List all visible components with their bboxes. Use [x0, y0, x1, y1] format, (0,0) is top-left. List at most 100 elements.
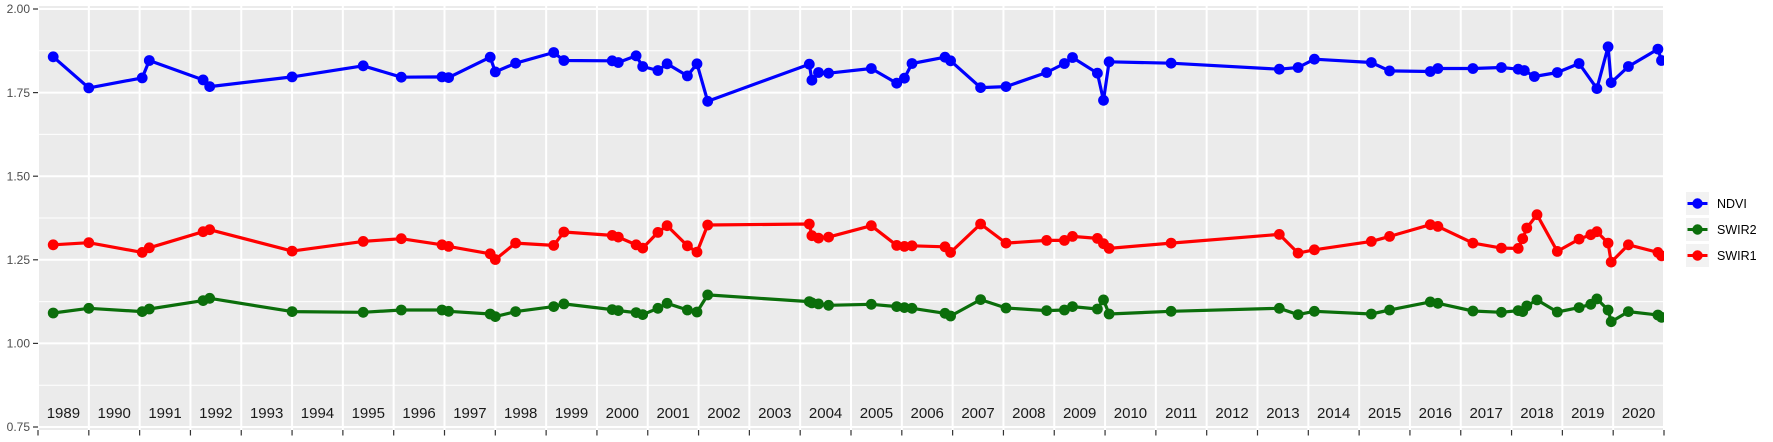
series-ndvi-point: [865, 63, 877, 74]
series-ndvi-point: [1273, 63, 1285, 75]
series-swir2-point: [1623, 306, 1634, 317]
series-ndvi-point: [1041, 67, 1052, 78]
series-swir1-point: [661, 220, 673, 232]
series-ndvi: [47, 41, 1664, 107]
series-ndvi-point: [558, 55, 570, 66]
series-swir1-point: [1059, 235, 1070, 246]
series-swir2-point: [1165, 305, 1177, 317]
series-swir1-point: [1512, 243, 1524, 254]
x-year-label-1994: 1994: [301, 405, 334, 422]
x-year-label-2017: 2017: [1469, 405, 1502, 422]
x-year-label-2004: 2004: [809, 405, 842, 422]
series-swir2-point: [1496, 306, 1507, 318]
series-swir2-point: [975, 294, 986, 305]
series-swir1-point: [813, 232, 824, 244]
series-swir2-point: [612, 305, 624, 316]
series-swir1-point: [286, 245, 298, 257]
series-ndvi-point: [1092, 67, 1103, 79]
legend-key-ndvi: [1686, 192, 1709, 215]
series-ndvi-point: [1365, 57, 1377, 68]
series-swir2-point: [1605, 316, 1617, 328]
series-ndvi-point: [1165, 57, 1177, 69]
x-year-label-1999: 1999: [555, 405, 588, 422]
series-swir2-point: [823, 299, 834, 311]
series-swir1-point: [1309, 244, 1320, 256]
x-year-label-2019: 2019: [1571, 405, 1604, 422]
series-ndvi-point: [510, 57, 521, 69]
x-year-label-1990: 1990: [98, 405, 131, 422]
x-year-label-1993: 1993: [250, 405, 283, 422]
series-swir2-point: [1067, 301, 1078, 312]
series-swir1-point: [682, 240, 693, 252]
series-swir1-point: [1623, 239, 1634, 251]
x-year-label-2006: 2006: [911, 405, 944, 422]
series-swir1-point: [47, 239, 59, 251]
legend-item-swir2: SWIR2: [1686, 218, 1757, 241]
x-year-label-2002: 2002: [707, 405, 740, 422]
series-ndvi-point: [1605, 77, 1617, 88]
series-ndvi-point: [1309, 53, 1320, 65]
series-swir2-point: [1573, 302, 1585, 313]
series-ndvi-point: [489, 66, 501, 78]
series-swir1-point: [702, 219, 714, 231]
y-tick-label: 1.00: [7, 337, 31, 351]
x-year-label-2010: 2010: [1114, 405, 1147, 422]
series-swir2-point: [548, 301, 560, 312]
series-swir1-point: [1384, 231, 1395, 242]
series-swir1-point: [558, 226, 570, 238]
series-swir1-point: [975, 218, 986, 230]
x-year-label-1997: 1997: [453, 405, 486, 422]
legend: NDVI SWIR2 SWIR1: [1686, 192, 1757, 267]
series-swir2-point: [652, 302, 664, 314]
y-tick-label: 2.00: [7, 2, 31, 16]
series-ndvi-point: [702, 95, 714, 107]
series-swir1-point: [1103, 243, 1115, 254]
series-ndvi-point: [682, 70, 693, 82]
series-swir2-point: [1103, 308, 1115, 320]
series-swir1-point: [691, 246, 703, 258]
series-swir2-point: [395, 304, 407, 316]
series-ndvi-point: [1098, 94, 1109, 106]
series-ndvi-point: [612, 57, 624, 68]
x-year-label-2015: 2015: [1368, 405, 1401, 422]
series-swir2-point: [1041, 305, 1052, 316]
series-swir1-point: [443, 241, 454, 252]
series-ndvi-point: [1602, 41, 1614, 53]
series-swir2-point: [1521, 300, 1533, 312]
legend-item-ndvi: NDVI: [1686, 192, 1757, 215]
series-ndvi-point: [484, 51, 496, 63]
series-swir2-point: [1656, 311, 1664, 323]
series-swir2-point: [1365, 308, 1377, 320]
series-swir2-point: [558, 298, 570, 310]
series-ndvi-point: [1652, 43, 1664, 55]
series-swir2-point: [637, 309, 649, 320]
series-swir2-point: [47, 307, 59, 319]
series-ndvi-point: [1529, 71, 1540, 82]
series-swir1-point: [612, 231, 624, 243]
series-swir1-point: [489, 254, 501, 265]
series-swir2-point: [945, 310, 956, 322]
line-dot-glyph-icon: [1687, 250, 1708, 261]
series-ndvi-point: [1103, 56, 1115, 68]
x-year-label-2016: 2016: [1419, 405, 1452, 422]
series-swir1-point: [803, 218, 815, 230]
x-year-label-2000: 2000: [606, 405, 639, 422]
series-ndvi-point: [548, 47, 560, 58]
series-swir1-point: [1531, 209, 1543, 221]
series-swir2-point: [906, 302, 918, 314]
series-swir2-point: [83, 302, 95, 314]
x-year-label-2020: 2020: [1622, 405, 1655, 422]
series-swir2: [47, 289, 1664, 328]
series-swir1-point: [1000, 237, 1012, 249]
x-year-label-2007: 2007: [961, 405, 994, 422]
series-swir1: [47, 209, 1664, 268]
x-year-label-2014: 2014: [1317, 405, 1350, 422]
series-swir1-point: [637, 242, 649, 254]
series-swir2-point: [489, 311, 501, 322]
series-swir1-point: [1067, 231, 1078, 242]
series-swir2-point: [1000, 302, 1012, 314]
series-ndvi-point: [1496, 62, 1507, 73]
series-ndvi-point: [1551, 67, 1563, 78]
series-swir1-point: [906, 240, 918, 252]
